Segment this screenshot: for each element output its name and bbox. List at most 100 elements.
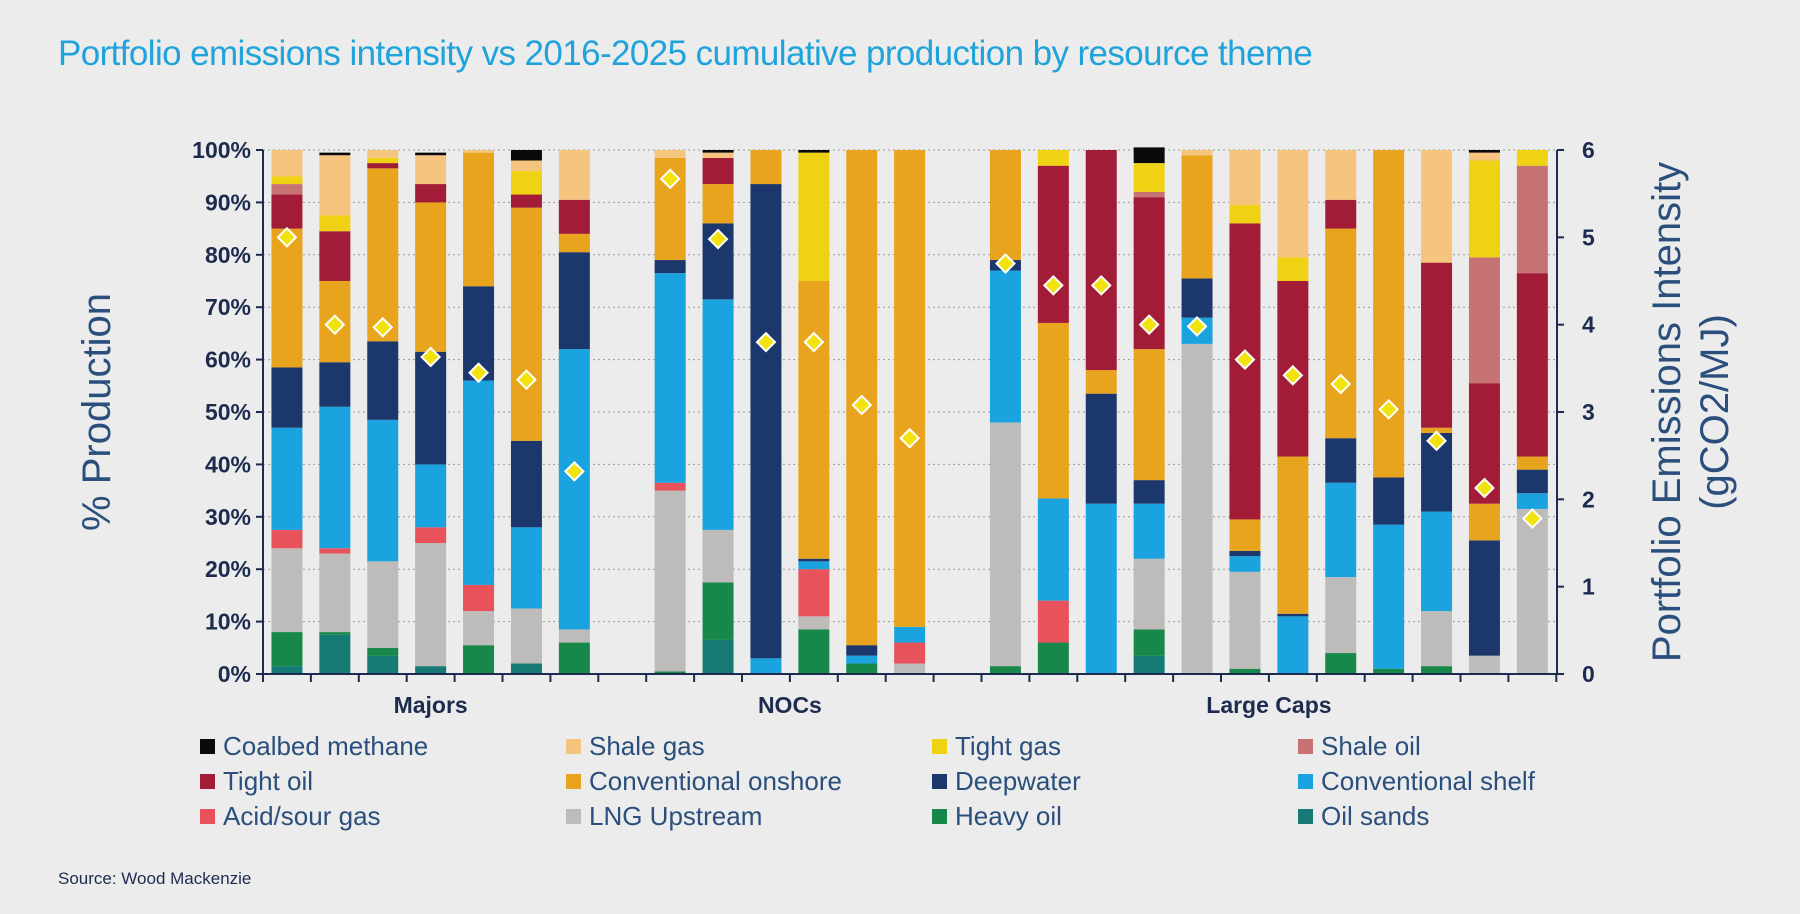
bar-segment <box>367 157 399 164</box>
bar-segment <box>1325 482 1357 578</box>
bar-segment <box>271 150 303 177</box>
bar-segment <box>1421 262 1453 428</box>
legend-swatch <box>566 809 581 824</box>
bar-segment <box>1325 438 1357 483</box>
bar-segment <box>367 647 399 656</box>
bar-segment <box>415 184 447 203</box>
bar-segment <box>510 150 542 161</box>
y2-tick-label: 1 <box>1582 574 1595 600</box>
bar-segment <box>1468 503 1500 541</box>
intensity-marker <box>468 362 489 384</box>
bar-segment <box>1133 147 1165 164</box>
intensity-marker <box>372 316 394 338</box>
bar-segment <box>1325 653 1357 674</box>
bar-segment <box>702 529 734 583</box>
bar-segment <box>271 194 303 229</box>
y-tick-label: 0% <box>218 661 251 687</box>
legend-swatch <box>566 739 581 754</box>
bar-segment <box>654 482 686 491</box>
bar-segment <box>846 645 878 656</box>
bar-segment <box>702 152 734 158</box>
bar-segment <box>463 380 495 585</box>
bar-segment <box>558 150 590 200</box>
bar-segment <box>989 150 1021 261</box>
bar-segment <box>558 629 590 643</box>
legend-swatch <box>200 774 215 789</box>
y2-axis-title: Portfolio Emissions Intensity (gCO2/MJ) <box>1645 162 1737 662</box>
bar-segment <box>1516 493 1548 509</box>
bar-segment <box>510 663 542 674</box>
bar-segment <box>1516 456 1548 470</box>
bar-segment <box>798 150 830 153</box>
bar-segment <box>463 584 495 612</box>
bar-segment <box>319 553 351 633</box>
bar-segment <box>1037 322 1069 499</box>
bar-segment <box>415 152 447 156</box>
intensity-marker <box>851 394 873 416</box>
bar-segment <box>319 634 351 674</box>
legend-label: Coalbed methane <box>223 731 428 761</box>
legend-label: Heavy oil <box>955 801 1062 831</box>
bar-segment <box>367 163 399 169</box>
bar-segment <box>1085 393 1117 504</box>
intensity-marker <box>659 168 681 190</box>
bar-segment <box>367 561 399 648</box>
bar-segment <box>1421 511 1453 612</box>
legend-swatch <box>1298 739 1313 754</box>
bar-segment <box>1037 600 1069 643</box>
bar-segment <box>1229 223 1261 520</box>
bar-segment <box>1516 273 1548 457</box>
y-tick-label: 20% <box>205 556 251 582</box>
bar-segment <box>367 655 399 674</box>
bar-segment <box>1229 556 1261 572</box>
legend-label: Oil sands <box>1321 801 1429 831</box>
bar-segment <box>1181 155 1213 279</box>
intensity-marker <box>324 314 346 336</box>
bar-segment <box>1468 150 1500 153</box>
bar-segment <box>1421 666 1453 674</box>
bar-segment <box>894 626 926 643</box>
legend-swatch <box>1298 809 1313 824</box>
legend-swatch <box>200 739 215 754</box>
legend-label: Deepwater <box>955 766 1081 796</box>
bar-segment <box>271 228 303 368</box>
bar-segment <box>319 231 351 281</box>
bar-segment <box>1516 508 1548 674</box>
bar-segment <box>271 184 303 195</box>
legend-label: Acid/sour gas <box>223 801 381 831</box>
intensity-marker <box>516 369 537 391</box>
bar-segment <box>1421 150 1453 263</box>
bar-segment <box>1468 160 1500 258</box>
y-tick-label: 70% <box>205 294 251 320</box>
legend-label: Conventional onshore <box>589 766 842 796</box>
bar-segment <box>271 548 303 633</box>
bar-segment <box>558 349 590 630</box>
bar-segment <box>798 558 830 562</box>
bar-segment <box>510 527 542 609</box>
intensity-marker <box>1474 477 1495 499</box>
bar-segment <box>319 155 351 216</box>
intensity-marker <box>707 228 729 250</box>
bar-segment <box>1468 655 1500 674</box>
bar-segment <box>1373 524 1405 669</box>
legend-swatch <box>932 809 947 824</box>
bar-segment <box>989 422 1021 667</box>
bar-segment <box>1085 150 1117 371</box>
bar-segment <box>1516 165 1548 274</box>
bar-segment <box>1085 503 1117 674</box>
bar-segment <box>1181 343 1213 674</box>
bar-segment <box>415 155 447 185</box>
bar-segment <box>1277 456 1309 614</box>
bar-segment <box>798 629 830 674</box>
bar-segment <box>1325 577 1357 654</box>
bar-segment <box>510 160 542 171</box>
legend-label: Conventional shelf <box>1321 766 1536 796</box>
intensity-marker <box>1234 349 1256 371</box>
legend-swatch <box>1298 774 1313 789</box>
bar-segment <box>319 406 351 549</box>
legend-label: Tight gas <box>955 731 1061 761</box>
bar-segment <box>1229 571 1261 669</box>
bar-segment <box>1229 519 1261 551</box>
bar-segment <box>702 150 734 153</box>
